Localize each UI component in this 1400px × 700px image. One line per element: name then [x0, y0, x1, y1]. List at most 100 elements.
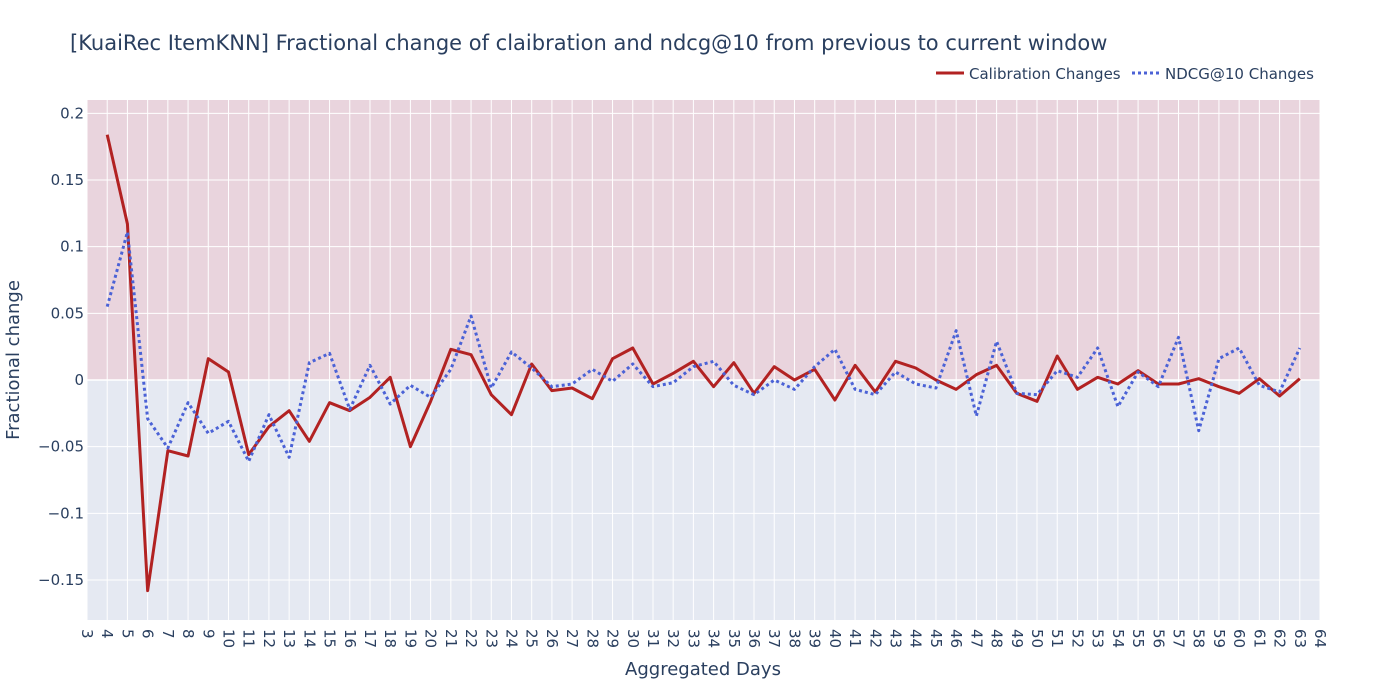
data-point[interactable]: [1114, 403, 1122, 411]
data-point[interactable]: [972, 412, 980, 420]
data-point[interactable]: [406, 381, 414, 389]
data-point[interactable]: [1255, 381, 1263, 389]
data-point[interactable]: [103, 303, 111, 311]
data-point[interactable]: [144, 415, 152, 423]
data-point[interactable]: [851, 385, 859, 393]
data-point[interactable]: [427, 393, 435, 401]
data-point[interactable]: [1114, 380, 1122, 388]
data-point[interactable]: [689, 363, 697, 371]
data-point[interactable]: [892, 368, 900, 376]
data-point[interactable]: [1215, 383, 1223, 391]
data-point[interactable]: [588, 365, 596, 373]
data-point[interactable]: [1053, 352, 1061, 360]
data-point[interactable]: [871, 391, 879, 399]
legend-label-calibration[interactable]: Calibration Changes: [969, 65, 1121, 83]
data-point[interactable]: [265, 411, 273, 419]
data-point[interactable]: [103, 131, 111, 139]
data-point[interactable]: [305, 437, 313, 445]
data-point[interactable]: [123, 228, 131, 236]
data-point[interactable]: [164, 444, 172, 452]
data-point[interactable]: [224, 417, 232, 425]
data-point[interactable]: [952, 385, 960, 393]
data-point[interactable]: [750, 391, 758, 399]
data-point[interactable]: [1094, 344, 1102, 352]
data-point[interactable]: [851, 361, 859, 369]
data-point[interactable]: [790, 385, 798, 393]
data-point[interactable]: [285, 453, 293, 461]
data-point[interactable]: [326, 349, 334, 357]
data-point[interactable]: [204, 429, 212, 437]
data-point[interactable]: [770, 376, 778, 384]
data-point[interactable]: [1296, 344, 1304, 352]
data-point[interactable]: [1175, 380, 1183, 388]
data-point[interactable]: [993, 361, 1001, 369]
data-point[interactable]: [366, 361, 374, 369]
data-point[interactable]: [184, 399, 192, 407]
data-point[interactable]: [568, 380, 576, 388]
data-point[interactable]: [669, 369, 677, 377]
data-point[interactable]: [1013, 389, 1021, 397]
data-point[interactable]: [285, 407, 293, 415]
data-point[interactable]: [467, 312, 475, 320]
data-point[interactable]: [467, 351, 475, 359]
data-point[interactable]: [831, 396, 839, 404]
data-point[interactable]: [730, 359, 738, 367]
data-point[interactable]: [1053, 367, 1061, 375]
data-point[interactable]: [326, 399, 334, 407]
data-point[interactable]: [386, 373, 394, 381]
data-point[interactable]: [609, 355, 617, 363]
data-point[interactable]: [386, 400, 394, 408]
data-point[interactable]: [265, 423, 273, 431]
data-point[interactable]: [1094, 373, 1102, 381]
data-point[interactable]: [1175, 333, 1183, 341]
data-point[interactable]: [1073, 385, 1081, 393]
data-point[interactable]: [1073, 373, 1081, 381]
data-point[interactable]: [406, 443, 414, 451]
data-point[interactable]: [1235, 389, 1243, 397]
data-point[interactable]: [507, 411, 515, 419]
data-point[interactable]: [528, 364, 536, 372]
data-point[interactable]: [629, 360, 637, 368]
data-point[interactable]: [123, 220, 131, 228]
data-point[interactable]: [790, 376, 798, 384]
data-point[interactable]: [1033, 391, 1041, 399]
data-point[interactable]: [831, 345, 839, 353]
data-point[interactable]: [1195, 427, 1203, 435]
data-point[interactable]: [912, 364, 920, 372]
data-point[interactable]: [770, 363, 778, 371]
data-point[interactable]: [1215, 355, 1223, 363]
data-point[interactable]: [912, 380, 920, 388]
data-point[interactable]: [811, 363, 819, 371]
data-point[interactable]: [346, 405, 354, 413]
data-point[interactable]: [204, 355, 212, 363]
data-point[interactable]: [305, 359, 313, 367]
data-point[interactable]: [710, 383, 718, 391]
data-point[interactable]: [507, 348, 515, 356]
data-point[interactable]: [366, 393, 374, 401]
data-point[interactable]: [669, 379, 677, 387]
data-point[interactable]: [447, 345, 455, 353]
data-point[interactable]: [1296, 375, 1304, 383]
data-point[interactable]: [649, 383, 657, 391]
data-point[interactable]: [710, 357, 718, 365]
data-point[interactable]: [144, 587, 152, 595]
data-point[interactable]: [972, 371, 980, 379]
data-point[interactable]: [1154, 383, 1162, 391]
data-point[interactable]: [1195, 375, 1203, 383]
data-point[interactable]: [588, 395, 596, 403]
data-point[interactable]: [224, 368, 232, 376]
data-point[interactable]: [548, 383, 556, 391]
data-point[interactable]: [629, 344, 637, 352]
legend[interactable]: Calibration Changes NDCG@10 Changes: [936, 65, 1314, 83]
data-point[interactable]: [730, 381, 738, 389]
data-point[interactable]: [1134, 368, 1142, 376]
data-point[interactable]: [993, 337, 1001, 345]
data-point[interactable]: [447, 365, 455, 373]
data-point[interactable]: [1276, 388, 1284, 396]
data-point[interactable]: [952, 327, 960, 335]
data-point[interactable]: [1235, 344, 1243, 352]
data-point[interactable]: [932, 384, 940, 392]
data-point[interactable]: [892, 357, 900, 365]
data-point[interactable]: [184, 452, 192, 460]
data-point[interactable]: [487, 384, 495, 392]
